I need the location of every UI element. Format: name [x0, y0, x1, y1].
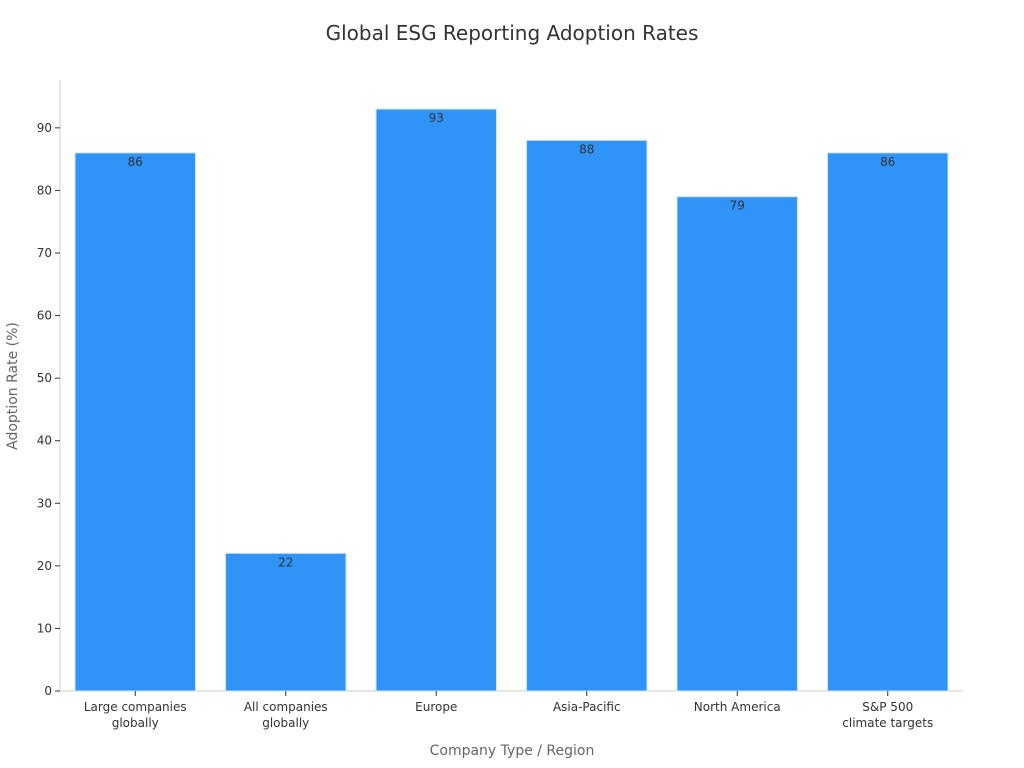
bar-data-label: 93 [429, 111, 444, 125]
x-tick-label: S&P 500 climate targets [842, 700, 933, 730]
y-tick-label: 40 [37, 434, 52, 448]
bar-data-label: 86 [880, 155, 895, 169]
bar [526, 139, 648, 692]
bar [827, 152, 949, 692]
x-tick-label: North America [694, 700, 781, 714]
x-axis-label: Company Type / Region [430, 743, 595, 759]
y-tick-label: 70 [37, 246, 52, 260]
y-tick-label: 10 [37, 621, 52, 635]
y-axis-label: Adoption Rate (%) [5, 322, 21, 450]
bar-data-label: 86 [128, 155, 143, 169]
y-tick-label: 90 [37, 121, 52, 135]
bar-data-label: 88 [579, 142, 594, 156]
chart-title: Global ESG Reporting Adoption Rates [326, 21, 699, 45]
bar [676, 196, 798, 692]
y-tick-label: 20 [37, 559, 52, 573]
bar [225, 552, 347, 692]
y-tick-label: 0 [44, 684, 52, 698]
bar-data-label: 79 [730, 199, 745, 213]
plot-area: 0 10 20 30 40 50 60 70 80 90 86 Large companies glob… [37, 80, 963, 730]
x-tick-label: Europe [415, 700, 457, 714]
bar-data-label: 22 [278, 555, 293, 569]
y-tick-label: 60 [37, 309, 52, 323]
y-tick-label: 30 [37, 496, 52, 510]
y-tick-label: 50 [37, 371, 52, 385]
x-tick-label: Asia-Pacific [553, 700, 621, 714]
y-tick-label: 80 [37, 183, 52, 197]
x-tick-label: All companies globally [244, 700, 328, 730]
x-tick-label: Large companies globally [84, 700, 187, 730]
bar [375, 108, 497, 692]
bar [74, 152, 196, 692]
